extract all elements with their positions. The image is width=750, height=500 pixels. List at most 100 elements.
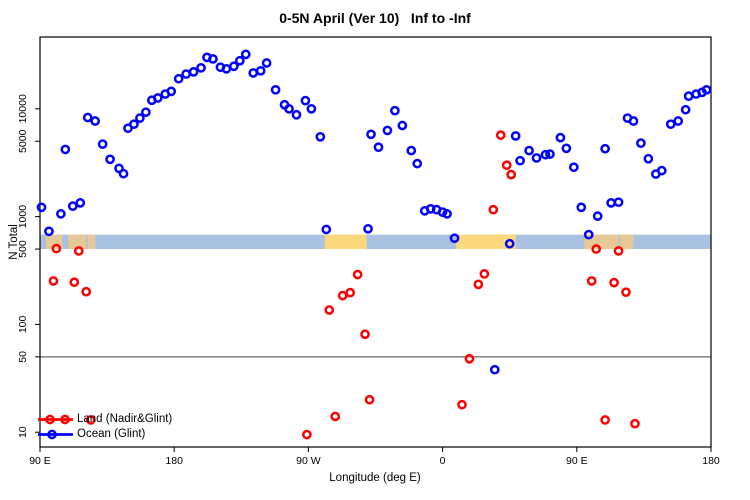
x-tick-label: 90 W bbox=[296, 455, 321, 467]
data-point-ocean bbox=[188, 67, 199, 77]
data-point-ocean bbox=[315, 131, 326, 142]
map-band-land-segment bbox=[584, 234, 619, 250]
data-point-ocean bbox=[390, 105, 400, 116]
data-point-ocean bbox=[568, 162, 579, 173]
data-point-ocean bbox=[382, 125, 393, 136]
data-point-ocean bbox=[600, 143, 610, 154]
data-point-land bbox=[364, 394, 375, 405]
y-tick-label: 10 bbox=[17, 426, 29, 438]
data-point-land bbox=[591, 244, 602, 254]
map-band-land-segment bbox=[620, 234, 634, 250]
data-point-land bbox=[473, 279, 484, 290]
data-point-land bbox=[81, 286, 92, 297]
data-point-ocean bbox=[105, 154, 115, 165]
data-point-ocean bbox=[489, 364, 500, 375]
y-tick-label: 10000 bbox=[17, 94, 29, 123]
data-point-land bbox=[600, 415, 610, 425]
y-axis-label: N Total bbox=[8, 224, 20, 260]
data-point-ocean bbox=[284, 103, 294, 114]
data-point-land bbox=[360, 329, 370, 340]
chart-title: 0-5N April (Ver 10) Inf to -Inf bbox=[279, 10, 471, 26]
data-point-land bbox=[586, 276, 597, 286]
data-point-land bbox=[85, 415, 96, 425]
data-point-ocean bbox=[146, 95, 157, 106]
data-point-land bbox=[495, 130, 506, 140]
data-point-ocean bbox=[373, 142, 384, 153]
data-point-ocean bbox=[90, 116, 101, 126]
data-point-land bbox=[506, 169, 517, 180]
data-point-land bbox=[51, 243, 62, 254]
data-point-ocean bbox=[656, 165, 667, 176]
plot-frame bbox=[39, 36, 712, 448]
x-axis-label: Longitude (deg E) bbox=[329, 472, 421, 484]
legend-land-point bbox=[60, 414, 70, 425]
data-point-ocean bbox=[248, 68, 259, 78]
data-point-land bbox=[48, 276, 59, 286]
data-point-ocean bbox=[412, 158, 423, 169]
y-tick-label: 100 bbox=[17, 315, 29, 333]
data-point-land bbox=[457, 399, 467, 410]
data-point-ocean bbox=[321, 224, 332, 235]
data-point-ocean bbox=[592, 211, 603, 221]
y-tick-label: 500 bbox=[17, 240, 29, 258]
data-point-land bbox=[73, 246, 84, 256]
data-point-ocean bbox=[123, 123, 133, 134]
y-tick-label: 5000 bbox=[17, 129, 29, 153]
legend-land-point bbox=[45, 414, 55, 425]
data-point-ocean bbox=[82, 112, 93, 123]
legend-label-land: Land (Nadir&Glint) bbox=[77, 413, 173, 425]
data-point-land bbox=[621, 287, 631, 298]
data-point-ocean bbox=[363, 223, 373, 234]
data-point-ocean bbox=[545, 149, 555, 159]
data-point-ocean bbox=[613, 197, 624, 208]
y-tick-label: 50 bbox=[17, 351, 29, 363]
data-point-ocean bbox=[524, 145, 534, 156]
data-point-ocean bbox=[141, 107, 151, 118]
map-band-land-segment bbox=[87, 234, 96, 250]
data-point-land bbox=[302, 429, 312, 440]
data-point-ocean bbox=[118, 168, 129, 179]
data-point-ocean bbox=[234, 55, 245, 66]
data-point-land bbox=[464, 353, 475, 364]
data-point-land bbox=[324, 305, 335, 315]
data-point-ocean bbox=[643, 153, 654, 164]
data-point-ocean bbox=[221, 63, 232, 74]
x-tick-label: 180 bbox=[165, 455, 183, 467]
data-point-ocean bbox=[540, 149, 551, 160]
data-point-land bbox=[501, 160, 512, 171]
map-band-land-segment bbox=[456, 234, 516, 250]
data-point-ocean bbox=[515, 155, 525, 166]
data-point-land bbox=[69, 277, 80, 288]
data-point-ocean bbox=[701, 84, 712, 95]
data-point-ocean bbox=[680, 104, 691, 115]
data-point-ocean bbox=[56, 209, 66, 219]
data-point-ocean bbox=[75, 198, 86, 208]
data-point-ocean bbox=[683, 91, 694, 102]
data-point-ocean bbox=[300, 95, 311, 106]
data-point-ocean bbox=[531, 153, 542, 163]
data-point-land bbox=[352, 269, 363, 280]
data-point-ocean bbox=[561, 143, 572, 154]
y-tick-label: 1000 bbox=[17, 205, 29, 229]
data-point-ocean bbox=[240, 49, 251, 60]
data-point-ocean bbox=[576, 202, 587, 213]
data-point-ocean bbox=[665, 119, 676, 130]
map-band-land-segment bbox=[324, 234, 367, 250]
data-point-ocean bbox=[36, 202, 47, 213]
data-point-ocean bbox=[60, 144, 71, 155]
data-point-land bbox=[488, 204, 499, 215]
data-point-land bbox=[613, 246, 624, 256]
map-band-land-segment bbox=[68, 234, 87, 250]
data-point-ocean bbox=[97, 139, 108, 149]
data-point-ocean bbox=[397, 120, 408, 131]
data-point-ocean bbox=[510, 131, 521, 141]
data-point-ocean bbox=[44, 226, 54, 237]
x-tick-label: 90 E bbox=[566, 455, 588, 467]
data-point-ocean bbox=[306, 103, 317, 114]
data-point-ocean bbox=[606, 198, 616, 208]
data-point-ocean bbox=[181, 69, 191, 79]
data-point-ocean bbox=[135, 113, 145, 123]
legend-label-ocean: Ocean (Glint) bbox=[77, 428, 146, 440]
